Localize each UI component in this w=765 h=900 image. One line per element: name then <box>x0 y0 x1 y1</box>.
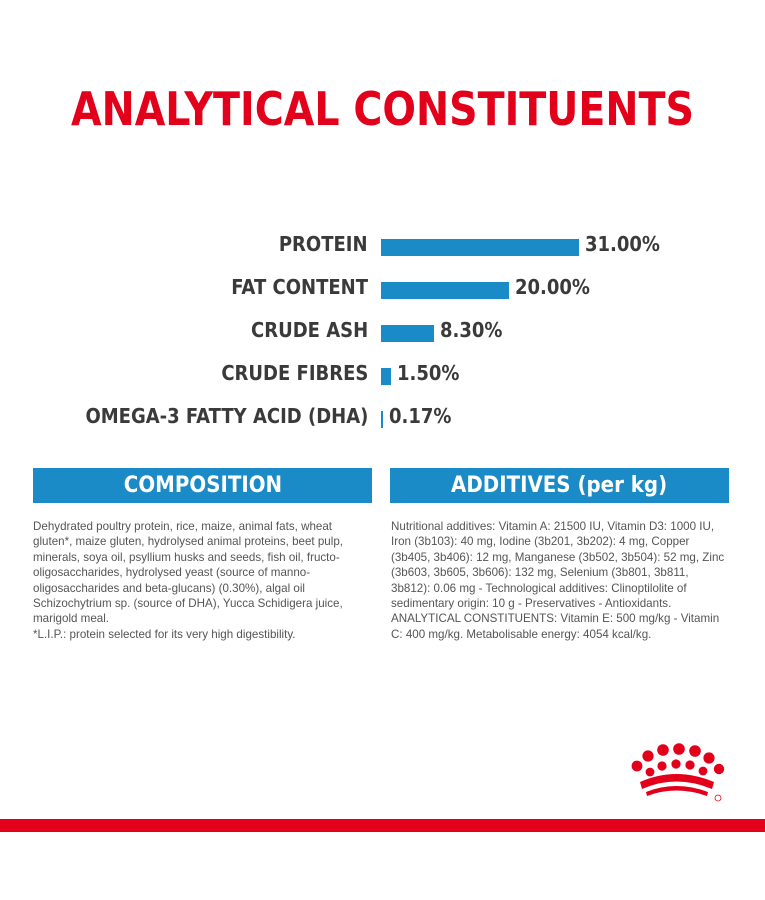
bar <box>381 368 391 385</box>
value-label: 20.00% <box>514 275 590 299</box>
composition-paragraph: Dehydrated poultry protein, rice, maize,… <box>33 520 343 626</box>
composition-footnote: *L.I.P.: protein selected for its very h… <box>33 627 296 641</box>
value-label: 31.00% <box>585 232 660 256</box>
chart-row: OMEGA-3 FATTY ACID (DHA) 0.17% <box>0 400 765 430</box>
additives-analytical-paragraph: ANALYTICAL CONSTITUENTS: Vitamin E: 500 … <box>391 612 720 641</box>
value-label: 8.30% <box>440 318 503 342</box>
chart-row: CRUDE FIBRES 1.50% <box>0 357 765 387</box>
additives-paragraph: Nutritional additives: Vitamin A: 21500 … <box>391 520 725 611</box>
analytical-constituents-chart: PROTEIN 31.00% FAT CONTENT 20.00% CRUDE ASH 8… <box>0 228 765 448</box>
page-title: ANALYTICAL CONSTITUENTS <box>70 82 695 136</box>
royal-canin-crown-icon <box>631 743 725 802</box>
bar <box>381 282 509 299</box>
composition-header: COMPOSITION <box>33 468 372 503</box>
category-label: CRUDE FIBRES <box>220 361 368 385</box>
value-label: 0.17% <box>389 404 452 428</box>
value-label: 1.50% <box>396 361 460 385</box>
composition-header-label: COMPOSITION <box>123 473 282 498</box>
category-label: OMEGA-3 FATTY ACID (DHA) <box>85 404 368 428</box>
additives-header-label: ADDITIVES (per kg) <box>451 473 668 498</box>
chart-row: CRUDE ASH 8.30% <box>0 314 765 344</box>
category-label: CRUDE ASH <box>250 318 368 342</box>
bar <box>381 411 383 428</box>
bar <box>381 325 434 342</box>
category-label: PROTEIN <box>279 232 368 256</box>
bar <box>381 239 579 256</box>
chart-row: FAT CONTENT 20.00% <box>0 271 765 301</box>
chart-row: PROTEIN 31.00% <box>0 228 765 258</box>
footer-red-band <box>0 819 765 832</box>
composition-text: Dehydrated poultry protein, rice, maize,… <box>33 519 373 642</box>
category-label: FAT CONTENT <box>231 275 368 299</box>
additives-text: Nutritional additives: Vitamin A: 21500 … <box>391 519 731 642</box>
additives-header: ADDITIVES (per kg) <box>390 468 729 503</box>
